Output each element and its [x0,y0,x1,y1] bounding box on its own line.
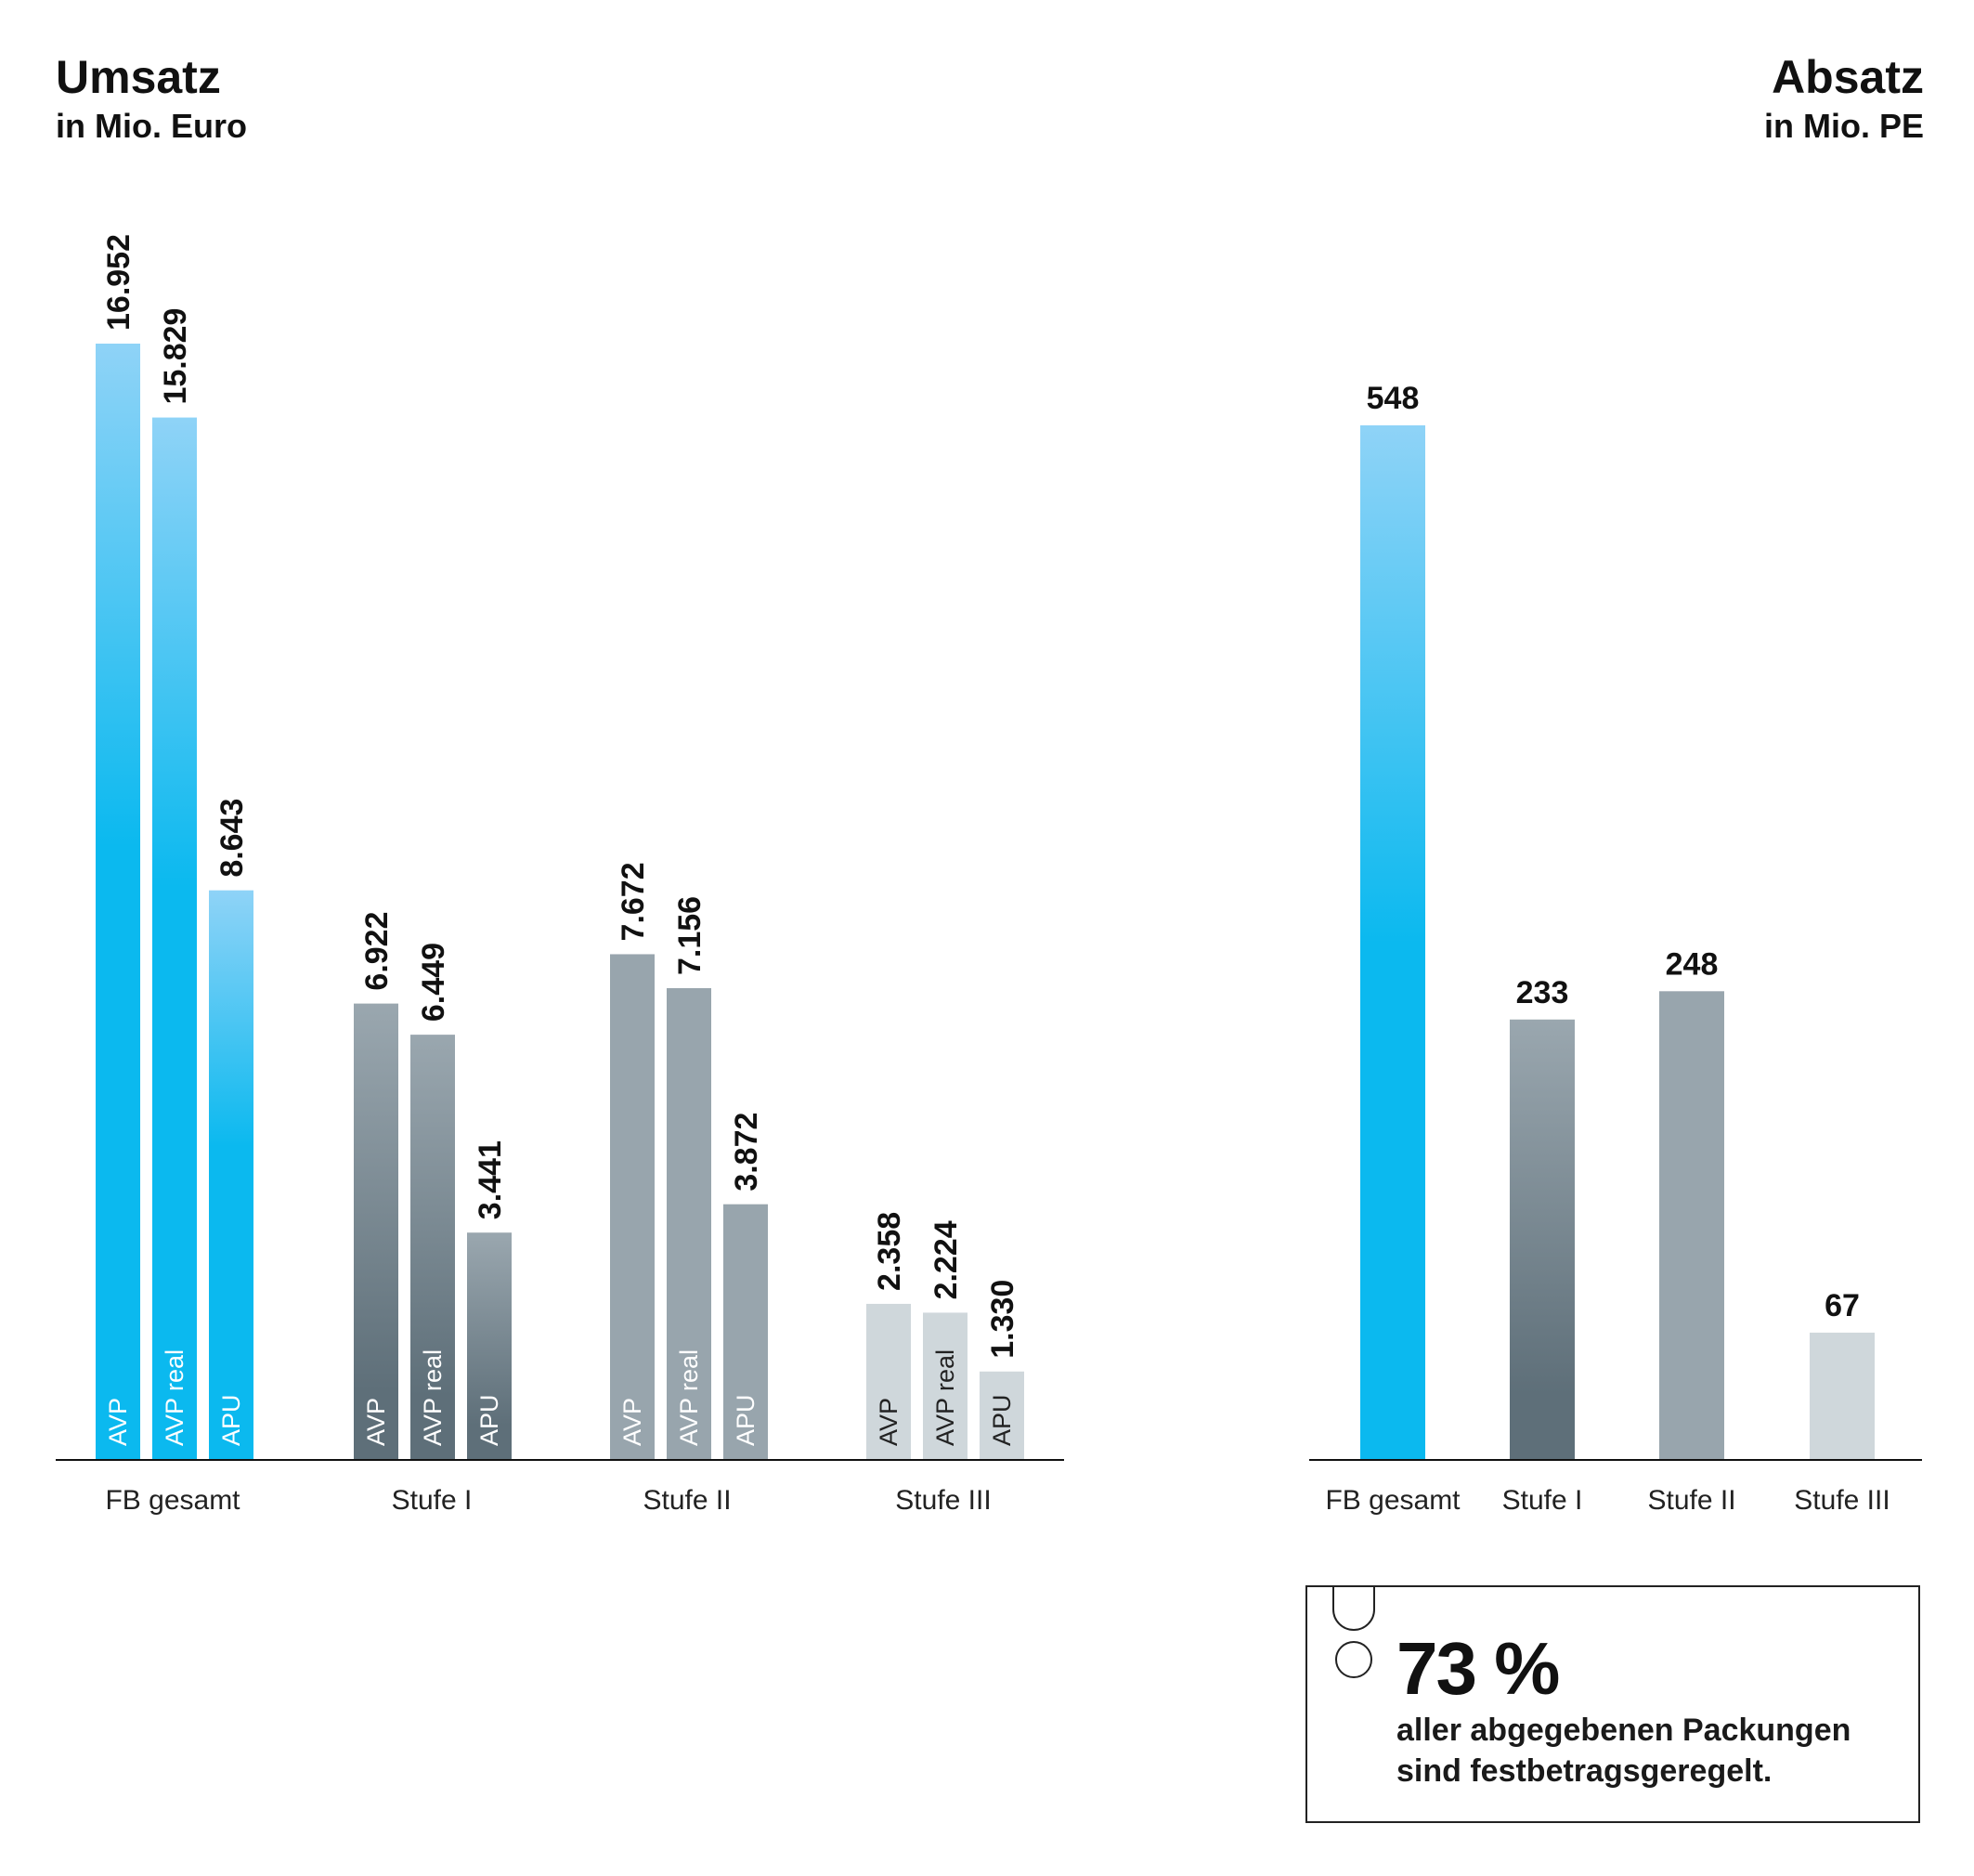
umsatz-bar [96,344,140,1459]
absatz-bar [1810,1332,1875,1459]
umsatz-value-label: 6.922 [359,912,395,991]
umsatz-value-label: 16.952 [101,234,136,331]
umsatz-category-label: Stufe III [895,1485,991,1516]
umsatz-bar [152,417,197,1459]
umsatz-bar [723,1204,768,1459]
umsatz-series-label: APU [732,1394,760,1446]
absatz-bar-chart: 548 FB gesamt 233 Stufe I 248 Stufe II 67 Stufe… [1309,381,1922,1516]
umsatz-series-label: AVP [104,1398,132,1446]
right-chart-title: Absatz [1772,51,1924,103]
absatz-category-label: Stufe II [1647,1485,1735,1516]
umsatz-series-label: APU [217,1394,245,1446]
packages-percentage: 73 % [1396,1627,1560,1710]
absatz-category-label: Stufe I [1502,1485,1583,1516]
umsatz-value-label: 2.224 [929,1220,964,1299]
umsatz-bar [923,1312,968,1459]
absatz-bar [1659,991,1724,1459]
umsatz-series-label: AVP [362,1398,390,1446]
absatz-bar [1510,1019,1575,1459]
note-line-2: sind festbetragsgeregelt. [1396,1753,1773,1789]
tag-hole-icon [1332,1585,1375,1678]
umsatz-value-label: 1.330 [985,1280,1020,1359]
umsatz-bar-chart: 16.952 AVP 15.829 AVP real 8.643 APU FB gesamt… [56,234,1064,1516]
note-line-1: aller abgegebenen Packungen [1396,1713,1851,1748]
umsatz-series-label: AVP [875,1398,903,1446]
umsatz-value-label: 6.449 [416,943,451,1022]
absatz-category-label: FB gesamt [1325,1485,1461,1516]
umsatz-value-label: 2.358 [872,1212,907,1291]
left-chart-subtitle: in Mio. Euro [56,107,247,145]
umsatz-value-label: 15.829 [158,308,193,405]
absatz-value-label: 548 [1367,381,1420,416]
umsatz-series-label: AVP real [161,1349,188,1446]
absatz-value-label: 233 [1516,975,1569,1010]
umsatz-bar [354,1003,398,1459]
umsatz-series-label: AVP real [931,1349,959,1446]
umsatz-value-label: 8.643 [214,799,250,878]
umsatz-value-label: 3.872 [729,1113,764,1192]
umsatz-value-label: 7.156 [672,896,708,975]
umsatz-value-label: 7.672 [616,862,651,941]
umsatz-series-label: APU [475,1394,503,1446]
absatz-value-label: 67 [1825,1288,1860,1323]
umsatz-bar [667,988,711,1459]
umsatz-bar [467,1232,512,1459]
umsatz-series-label: AVP [618,1398,646,1446]
umsatz-category-label: Stufe I [392,1485,473,1516]
umsatz-value-label: 3.441 [473,1140,508,1219]
right-chart-subtitle: in Mio. PE [1763,107,1924,145]
umsatz-bar [209,890,253,1459]
umsatz-bar [980,1371,1024,1459]
umsatz-series-label: AVP real [675,1349,703,1446]
umsatz-category-label: Stufe II [643,1485,731,1516]
umsatz-bar [410,1035,455,1459]
absatz-bar [1360,425,1425,1459]
packages-note-text: aller abgegebenen Packungen sind festbet… [1396,1710,1898,1791]
absatz-value-label: 248 [1666,946,1719,982]
packages-note-box: 73 % aller abgegebenen Packungen sind fe… [1305,1585,1920,1823]
umsatz-category-label: FB gesamt [105,1485,240,1516]
absatz-category-label: Stufe III [1794,1485,1890,1516]
left-chart-title: Umsatz [56,51,221,103]
umsatz-series-label: APU [988,1394,1016,1446]
umsatz-bar [866,1303,911,1459]
umsatz-bar [610,954,655,1459]
umsatz-series-label: AVP real [419,1349,447,1446]
